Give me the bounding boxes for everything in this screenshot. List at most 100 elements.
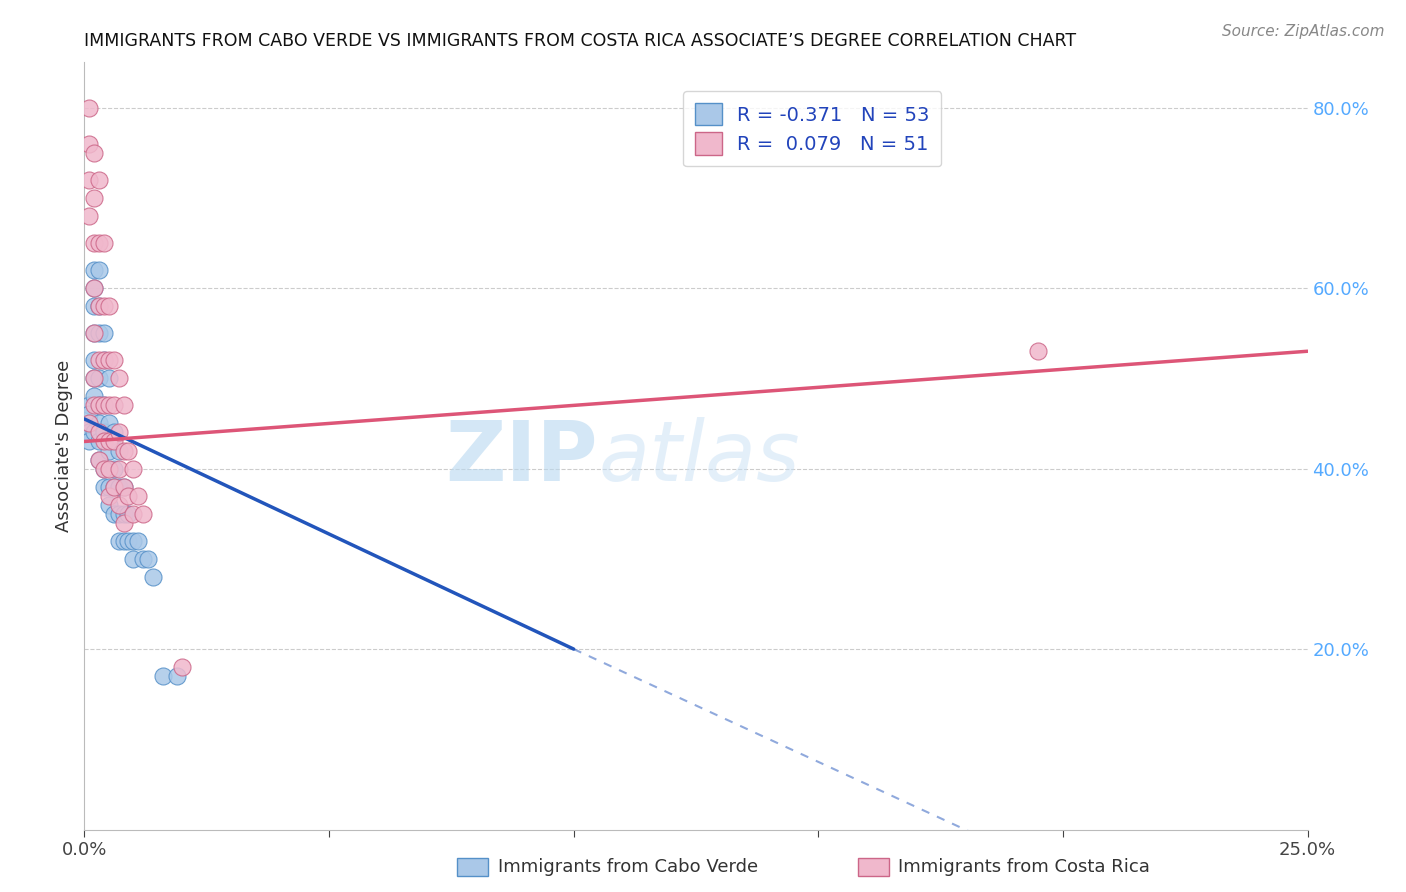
Point bbox=[97, 398, 120, 412]
Point bbox=[107, 461, 129, 475]
Point bbox=[122, 507, 145, 521]
Text: IMMIGRANTS FROM CABO VERDE VS IMMIGRANTS FROM COSTA RICA ASSOCIATE’S DEGREE CORR: IMMIGRANTS FROM CABO VERDE VS IMMIGRANTS… bbox=[84, 32, 1077, 50]
Point bbox=[117, 489, 139, 503]
Point bbox=[97, 434, 120, 449]
Point bbox=[93, 353, 115, 368]
Point bbox=[77, 434, 100, 449]
Point bbox=[103, 461, 125, 475]
Point bbox=[87, 299, 110, 313]
Point bbox=[77, 136, 100, 151]
Point bbox=[87, 371, 110, 385]
Point bbox=[87, 235, 110, 250]
Point bbox=[83, 326, 105, 341]
Point bbox=[83, 398, 105, 412]
Point bbox=[83, 389, 105, 403]
Point bbox=[87, 452, 110, 467]
Point bbox=[172, 660, 194, 674]
Point bbox=[132, 551, 155, 566]
Point bbox=[87, 417, 110, 431]
Point bbox=[87, 326, 110, 341]
Point bbox=[112, 398, 135, 412]
Point bbox=[93, 480, 115, 494]
Point bbox=[93, 299, 115, 313]
Point bbox=[97, 417, 120, 431]
Point bbox=[103, 480, 125, 494]
Text: ZIP: ZIP bbox=[446, 417, 598, 498]
Point bbox=[107, 480, 129, 494]
Point bbox=[107, 443, 129, 458]
Point bbox=[107, 425, 129, 440]
Point bbox=[93, 461, 115, 475]
Point bbox=[136, 551, 159, 566]
Point bbox=[93, 326, 115, 341]
Point bbox=[152, 669, 174, 683]
Y-axis label: Associate's Degree: Associate's Degree bbox=[55, 359, 73, 533]
Point bbox=[127, 489, 149, 503]
Point bbox=[83, 425, 105, 440]
Point bbox=[132, 507, 155, 521]
Point bbox=[93, 398, 115, 412]
Point bbox=[77, 398, 100, 412]
Point bbox=[87, 398, 110, 412]
Point bbox=[97, 489, 120, 503]
Point bbox=[83, 371, 105, 385]
Point bbox=[97, 480, 120, 494]
Text: atlas: atlas bbox=[598, 417, 800, 498]
Point bbox=[103, 398, 125, 412]
Point bbox=[97, 353, 120, 368]
Point bbox=[87, 299, 110, 313]
Point bbox=[77, 425, 100, 440]
Point bbox=[77, 408, 100, 422]
Point bbox=[142, 570, 165, 584]
Point bbox=[127, 533, 149, 548]
Point bbox=[122, 551, 145, 566]
Point bbox=[112, 443, 135, 458]
Point bbox=[87, 353, 110, 368]
Legend: R = -0.371   N = 53, R =  0.079   N = 51: R = -0.371 N = 53, R = 0.079 N = 51 bbox=[683, 91, 942, 167]
Point bbox=[93, 434, 115, 449]
Point bbox=[1028, 344, 1050, 359]
Point bbox=[83, 281, 105, 295]
Point bbox=[93, 398, 115, 412]
Point bbox=[117, 507, 139, 521]
Point bbox=[107, 371, 129, 385]
Point bbox=[97, 443, 120, 458]
Point bbox=[83, 263, 105, 277]
Point bbox=[117, 533, 139, 548]
Point bbox=[103, 353, 125, 368]
Point bbox=[122, 533, 145, 548]
Point bbox=[103, 434, 125, 449]
Point bbox=[83, 371, 105, 385]
Point bbox=[83, 281, 105, 295]
Point bbox=[112, 516, 135, 530]
Point bbox=[77, 101, 100, 115]
Point bbox=[93, 461, 115, 475]
Point bbox=[112, 507, 135, 521]
Point bbox=[122, 461, 145, 475]
Text: Source: ZipAtlas.com: Source: ZipAtlas.com bbox=[1222, 24, 1385, 39]
Point bbox=[107, 498, 129, 512]
Point bbox=[83, 191, 105, 205]
Point bbox=[77, 417, 100, 431]
Point bbox=[112, 480, 135, 494]
Point bbox=[93, 235, 115, 250]
Point bbox=[93, 353, 115, 368]
Point bbox=[83, 353, 105, 368]
Point bbox=[112, 480, 135, 494]
Point bbox=[97, 461, 120, 475]
Point bbox=[83, 235, 105, 250]
Point bbox=[103, 507, 125, 521]
Point bbox=[97, 299, 120, 313]
Point bbox=[97, 498, 120, 512]
Point bbox=[117, 443, 139, 458]
Point bbox=[107, 533, 129, 548]
Point bbox=[77, 417, 100, 431]
Point bbox=[103, 480, 125, 494]
Point bbox=[166, 669, 188, 683]
Point bbox=[87, 434, 110, 449]
Point bbox=[97, 371, 120, 385]
Point bbox=[87, 425, 110, 440]
Point bbox=[77, 173, 100, 187]
Point bbox=[83, 299, 105, 313]
Point bbox=[93, 425, 115, 440]
